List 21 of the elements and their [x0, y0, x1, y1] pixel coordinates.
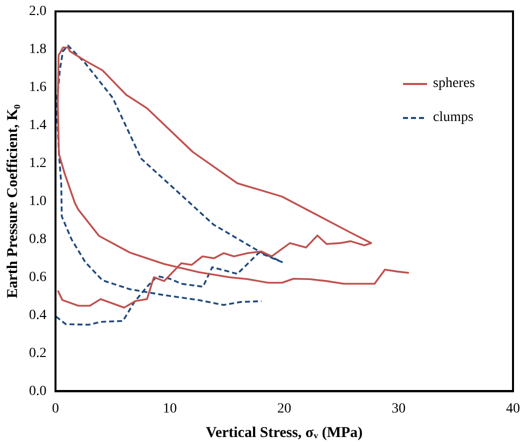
x-tick-label: 30: [392, 401, 406, 416]
y-tick-label: 0.0: [29, 384, 46, 399]
line-series: [56, 44, 283, 326]
y-tick-label: 1.0: [29, 194, 46, 209]
y-tick-label: 1.6: [29, 80, 46, 96]
legend-label: clumps: [433, 110, 474, 126]
y-tick-label: 1.8: [29, 42, 46, 58]
y-tick-label: 1.4: [29, 118, 46, 134]
y-tick-label: 0.2: [29, 346, 46, 361]
x-tick-label: 20: [277, 401, 292, 416]
x-tick-label: 40: [506, 401, 520, 416]
x-tick-label: 0: [52, 401, 59, 416]
x-axis-title: Vertical Stress, σᵥ (MPa): [206, 424, 363, 441]
y-tick-label: 0.8: [29, 232, 46, 247]
x-tick-label: 10: [162, 401, 177, 416]
y-axis-title: Earth Pressure Coefficient, K₀: [4, 104, 21, 298]
legend-label: spheres: [433, 76, 475, 92]
y-tick-label: 2.0: [29, 4, 46, 20]
y-tick-label: 0.4: [29, 308, 46, 323]
y-tick-label: 1.2: [29, 156, 46, 171]
y-tick-label: 0.6: [29, 270, 46, 285]
